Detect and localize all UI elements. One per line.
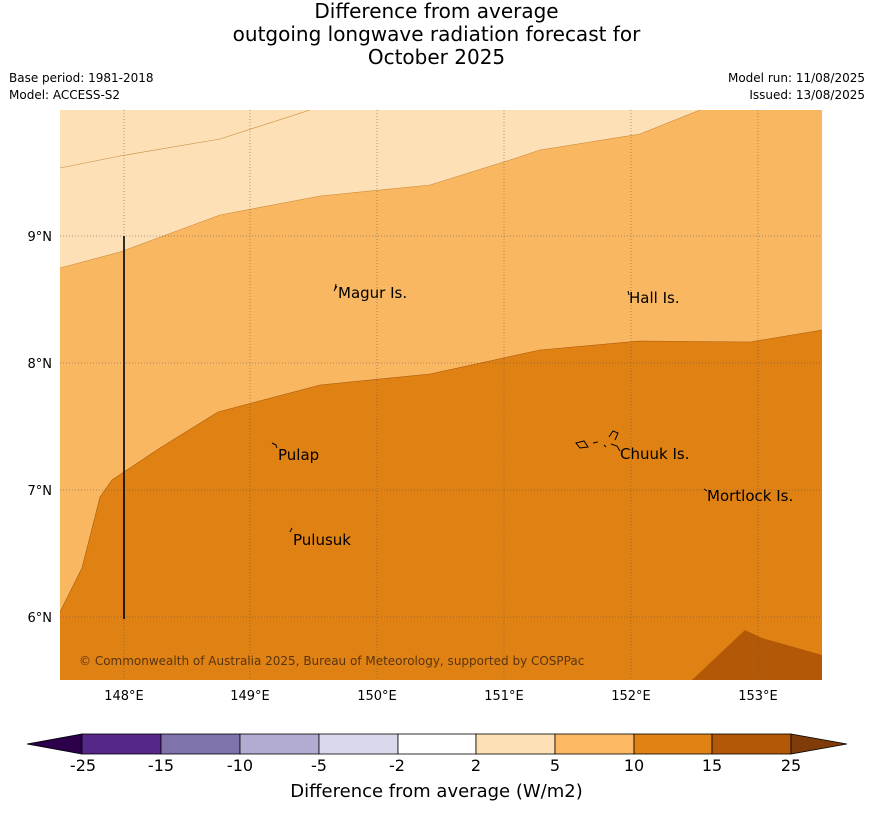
hall-island-shape — [627, 290, 630, 296]
mortlock-island-shape — [703, 488, 708, 492]
place-label-magur: Magur Is. — [338, 284, 407, 302]
colorbar-tick: -15 — [147, 756, 175, 775]
colorbar-tick: 10 — [623, 756, 645, 775]
lon-tick-149e: 149°E — [230, 689, 270, 704]
colorbar — [26, 733, 848, 755]
contour-line-5-10 — [60, 329, 822, 613]
chuuk-island-shape — [575, 430, 621, 452]
contour-line-2-5 — [60, 110, 701, 269]
magur-island-shape — [333, 283, 338, 292]
place-label-pulusuk: Pulusuk — [293, 531, 351, 549]
copyright-text: © Commonwealth of Australia 2025, Bureau… — [79, 654, 584, 668]
model-text: Model: ACCESS-S2 — [9, 88, 121, 102]
lat-tick-7n: 7°N — [28, 484, 53, 499]
lon-tick-153e: 153°E — [738, 689, 778, 704]
contour-line-upper — [60, 110, 311, 169]
band-15-25 — [692, 630, 822, 680]
colorbar-tick: -10 — [226, 756, 254, 775]
band-10-15 — [60, 330, 822, 680]
place-label-chuuk: Chuuk Is. — [620, 445, 689, 463]
lat-tick-8n: 8°N — [28, 357, 53, 372]
lat-tick-9n: 9°N — [28, 230, 53, 245]
title-line-1: Difference from average — [314, 0, 559, 23]
lat-tick-6n: 6°N — [28, 611, 53, 626]
pulap-island-shape — [271, 442, 278, 449]
colorbar-segment-6 — [475, 733, 556, 755]
colorbar-tick: 15 — [701, 756, 723, 775]
meta-left: Base period: 1981-2018 Model: ACCESS-S2 — [9, 70, 154, 104]
issued-text: Issued: 13/08/2025 — [749, 88, 865, 102]
colorbar-tick: 25 — [780, 756, 802, 775]
colorbar-segment-5 — [397, 733, 477, 755]
lon-tick-148e: 148°E — [104, 689, 144, 704]
lat-tick-labels: 9°N 8°N 7°N 6°N — [28, 230, 53, 626]
colorbar-segment-8 — [633, 733, 713, 755]
place-label-hall: Hall Is. — [629, 289, 680, 307]
place-label-mortlock: Mortlock Is. — [707, 487, 793, 505]
band-2-5 — [60, 110, 700, 268]
colorbar-extend-high — [790, 733, 848, 755]
lon-tick-152e: 152°E — [611, 689, 651, 704]
meta-right: Model run: 11/08/2025 Issued: 13/08/2025 — [728, 70, 865, 104]
colorbar-tick: -5 — [311, 756, 327, 775]
colorbar-title: Difference from average (W/m2) — [290, 781, 583, 802]
colorbar-segment-4 — [318, 733, 399, 755]
colorbar-extend-low — [26, 733, 83, 755]
lon-tick-labels: 148°E 149°E 150°E 151°E 152°E 153°E — [104, 689, 778, 704]
colorbar-tick: 5 — [549, 756, 561, 775]
colorbar-segment-9 — [711, 733, 792, 755]
colorbar-segment-3 — [239, 733, 320, 755]
map-plot-area: Magur Is. Hall Is. Pulap Chuuk Is. Mortl… — [60, 110, 822, 680]
colorbar-tick: 2 — [470, 756, 482, 775]
colorbar-segment-1 — [81, 733, 162, 755]
lon-tick-151e: 151°E — [484, 689, 524, 704]
colorbar-segment-2 — [160, 733, 241, 755]
colorbar-tick: -2 — [389, 756, 405, 775]
chart-title: Difference from average outgoing longwav… — [0, 0, 873, 69]
title-line-3: October 2025 — [367, 45, 506, 69]
place-labels: Magur Is. Hall Is. Pulap Chuuk Is. Mortl… — [278, 284, 793, 549]
title-line-2: outgoing longwave radiation forecast for — [232, 22, 641, 46]
place-label-pulap: Pulap — [278, 446, 319, 464]
pulusuk-island-shape — [289, 527, 293, 533]
base-period-text: Base period: 1981-2018 — [9, 71, 154, 85]
lon-tick-150e: 150°E — [357, 689, 397, 704]
colorbar-tick: -25 — [69, 756, 97, 775]
island-outlines — [271, 283, 708, 533]
colorbar-segment-7 — [554, 733, 635, 755]
model-run-text: Model run: 11/08/2025 — [727, 71, 865, 85]
